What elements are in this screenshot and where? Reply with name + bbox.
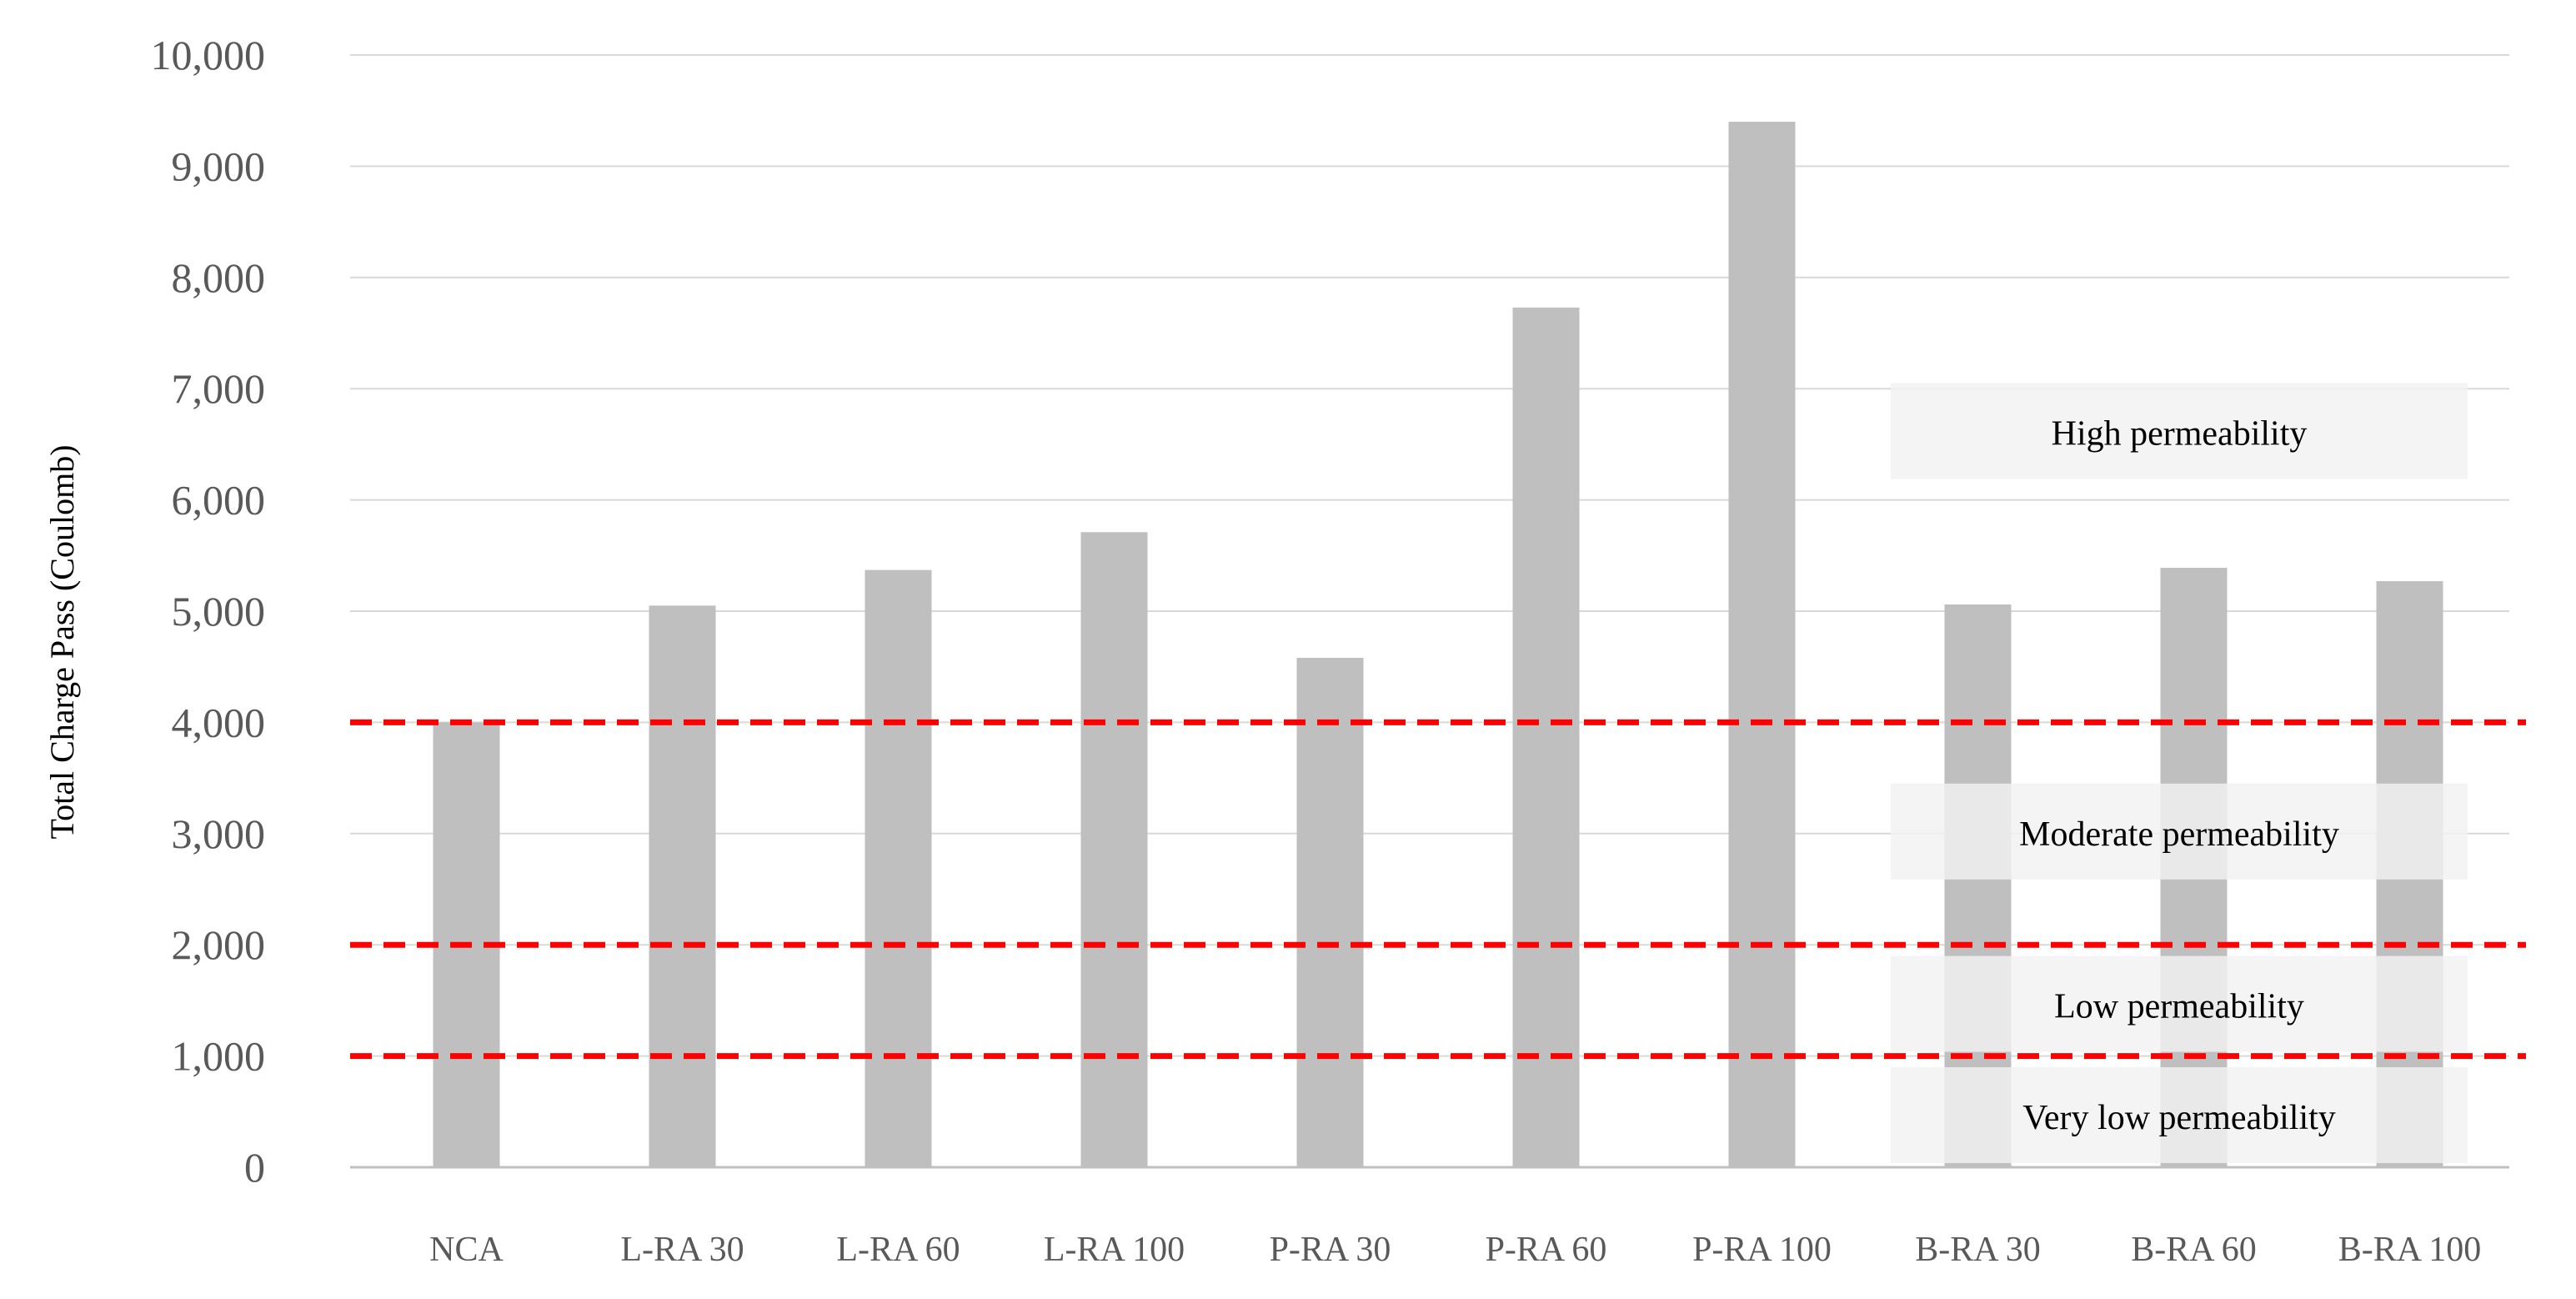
y-axis-ticks: 0 1,000 2,000 3,000 4,000 5,000 6,000 7,000 8,00… bbox=[151, 32, 266, 1191]
bar bbox=[865, 569, 932, 1167]
x-tick-label: B-RA 30 bbox=[1915, 1231, 2041, 1269]
y-axis-title: Total Charge Pass (Coulomb) bbox=[43, 444, 81, 839]
y-tick-label: 1,000 bbox=[172, 1033, 266, 1080]
x-tick-label: P-RA 60 bbox=[1486, 1231, 1607, 1269]
y-tick-label: 6,000 bbox=[172, 477, 266, 524]
zone-label: Very low permeability bbox=[2022, 1099, 2336, 1137]
permeability-zones: High permeability Moderate permeability Lo… bbox=[1891, 383, 2468, 1163]
zone-label: Low permeability bbox=[2054, 988, 2304, 1026]
x-tick-label: P-RA 100 bbox=[1692, 1231, 1832, 1269]
zone-label: Moderate permeability bbox=[2019, 815, 2339, 854]
x-tick-label: P-RA 30 bbox=[1270, 1231, 1391, 1269]
bar bbox=[649, 605, 716, 1167]
bar bbox=[1296, 658, 1364, 1167]
zone-label-box bbox=[1891, 1066, 2468, 1163]
bar bbox=[1728, 122, 1796, 1167]
x-axis-category-labels: NCA L-RA 30 L-RA 60 L-RA 100 P-RA 30 P-RA 60 P… bbox=[429, 1231, 2481, 1269]
zone-label: High permeability bbox=[2052, 415, 2308, 454]
y-tick-label: 8,000 bbox=[172, 254, 266, 301]
threshold-lines bbox=[350, 719, 2526, 1060]
x-tick-label: L-RA 60 bbox=[836, 1231, 960, 1269]
bar bbox=[1512, 307, 1580, 1167]
bar bbox=[1080, 532, 1148, 1167]
y-tick-label: 10,000 bbox=[151, 32, 266, 78]
y-tick-label: 7,000 bbox=[172, 365, 266, 412]
y-tick-label: 9,000 bbox=[172, 143, 266, 189]
y-tick-label: 4,000 bbox=[172, 699, 266, 745]
x-tick-label: B-RA 60 bbox=[2131, 1231, 2257, 1269]
y-tick-label: 0 bbox=[244, 1144, 265, 1191]
y-tick-label: 3,000 bbox=[172, 810, 266, 857]
x-tick-label: B-RA 100 bbox=[2338, 1231, 2482, 1269]
y-tick-label: 2,000 bbox=[172, 921, 266, 968]
zone-label-box bbox=[1891, 383, 2468, 479]
x-tick-label: L-RA 30 bbox=[620, 1231, 744, 1269]
x-tick-label: L-RA 100 bbox=[1044, 1231, 1185, 1269]
x-tick-label: NCA bbox=[429, 1231, 504, 1269]
y-tick-label: 5,000 bbox=[172, 588, 266, 634]
zone-label-box bbox=[1891, 955, 2468, 1052]
zone-label-box bbox=[1891, 783, 2468, 880]
